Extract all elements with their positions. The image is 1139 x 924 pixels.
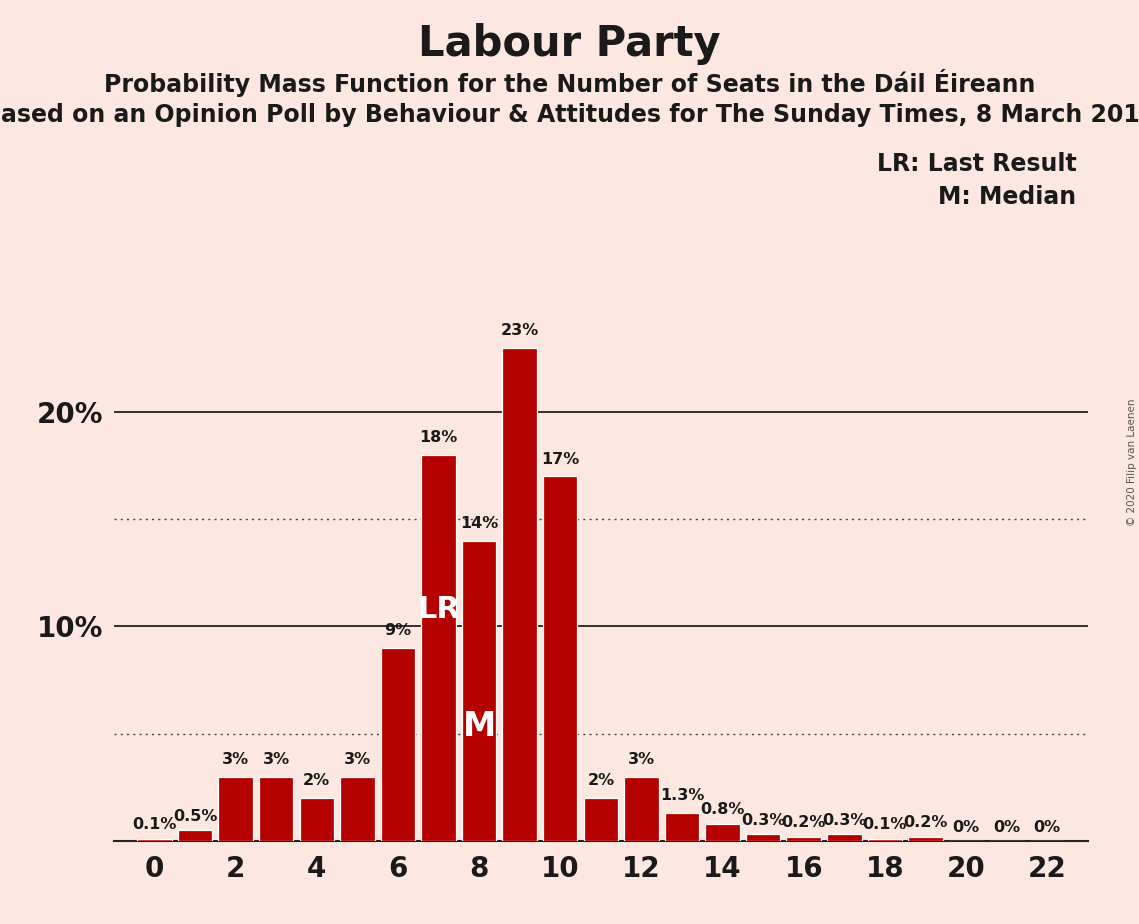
- Bar: [300, 798, 334, 841]
- Bar: [583, 798, 618, 841]
- Text: 3%: 3%: [344, 752, 371, 767]
- Bar: [543, 477, 577, 841]
- Text: 0.8%: 0.8%: [700, 802, 745, 817]
- Text: 0.1%: 0.1%: [132, 817, 177, 833]
- Text: 3%: 3%: [222, 752, 249, 767]
- Text: 0.2%: 0.2%: [781, 815, 826, 830]
- Bar: [746, 834, 780, 841]
- Bar: [868, 839, 902, 841]
- Bar: [624, 776, 658, 841]
- Text: 2%: 2%: [588, 773, 614, 788]
- Bar: [705, 823, 740, 841]
- Text: Labour Party: Labour Party: [418, 23, 721, 65]
- Bar: [341, 776, 375, 841]
- Bar: [786, 836, 821, 841]
- Text: 9%: 9%: [384, 624, 411, 638]
- Bar: [219, 776, 253, 841]
- Text: 0.1%: 0.1%: [862, 817, 907, 833]
- Text: 17%: 17%: [541, 452, 580, 467]
- Bar: [380, 648, 416, 841]
- Text: 0.3%: 0.3%: [822, 813, 867, 828]
- Text: 2%: 2%: [303, 773, 330, 788]
- Text: 14%: 14%: [460, 517, 498, 531]
- Text: M: Median: M: Median: [939, 185, 1076, 209]
- Text: 3%: 3%: [628, 752, 655, 767]
- Text: LR: LR: [417, 595, 460, 624]
- Text: M: M: [462, 711, 495, 743]
- Text: 18%: 18%: [419, 431, 458, 445]
- Text: 0.2%: 0.2%: [903, 815, 948, 830]
- Bar: [178, 830, 212, 841]
- Text: 3%: 3%: [263, 752, 289, 767]
- Bar: [827, 834, 861, 841]
- Text: 0.5%: 0.5%: [173, 808, 218, 823]
- Text: 23%: 23%: [500, 323, 539, 338]
- Bar: [665, 813, 699, 841]
- Text: 0%: 0%: [993, 821, 1021, 835]
- Text: 0%: 0%: [1033, 821, 1060, 835]
- Text: 0.3%: 0.3%: [741, 813, 785, 828]
- Text: 0%: 0%: [952, 821, 980, 835]
- Text: LR: Last Result: LR: Last Result: [877, 152, 1076, 176]
- Text: © 2020 Filip van Laenen: © 2020 Filip van Laenen: [1126, 398, 1137, 526]
- Bar: [421, 455, 456, 841]
- Text: Based on an Opinion Poll by Behaviour & Attitudes for The Sunday Times, 8 March : Based on an Opinion Poll by Behaviour & …: [0, 103, 1139, 128]
- Bar: [461, 541, 497, 841]
- Bar: [259, 776, 294, 841]
- Bar: [908, 836, 943, 841]
- Bar: [137, 839, 172, 841]
- Text: 1.3%: 1.3%: [659, 788, 704, 803]
- Bar: [502, 347, 536, 841]
- Text: Probability Mass Function for the Number of Seats in the Dáil Éireann: Probability Mass Function for the Number…: [104, 69, 1035, 97]
